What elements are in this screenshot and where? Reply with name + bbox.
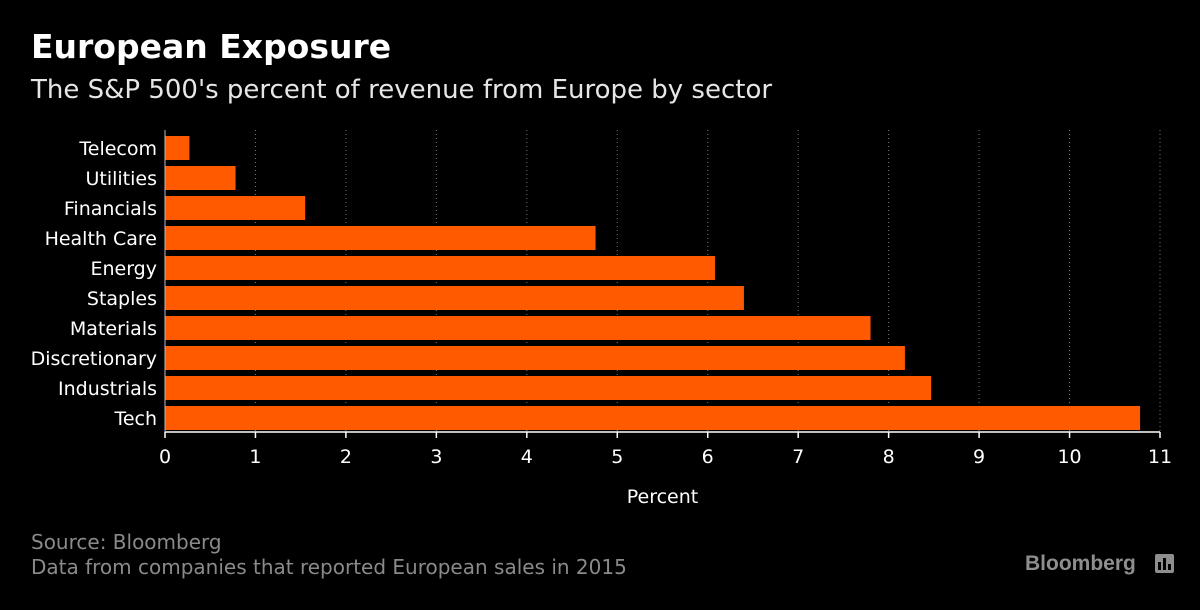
bar-industrials xyxy=(165,376,932,400)
bloomberg-chart-icon xyxy=(1155,554,1174,573)
category-label: Staples xyxy=(87,288,157,310)
category-label: Tech xyxy=(113,408,157,430)
data-note: Data from companies that reported Europe… xyxy=(31,555,627,579)
chart-title: European Exposure xyxy=(31,27,392,66)
source-note: Source: Bloomberg xyxy=(31,530,222,554)
bar-discretionary xyxy=(165,346,905,370)
x-tick-label: 11 xyxy=(1148,446,1172,468)
x-tick-label: 2 xyxy=(340,446,352,468)
bar-utilities xyxy=(165,166,236,190)
bar-tech xyxy=(165,406,1141,430)
bar-energy xyxy=(165,256,715,280)
category-label: Telecom xyxy=(78,138,157,160)
bar-materials xyxy=(165,316,871,340)
category-label: Energy xyxy=(90,258,157,280)
x-tick-label: 6 xyxy=(702,446,714,468)
category-label: Utilities xyxy=(85,168,157,190)
category-label: Financials xyxy=(64,198,157,220)
x-tick-label: 9 xyxy=(973,446,985,468)
bar-chart: Telecom Utilities Financials Health Care Ene… xyxy=(31,130,1172,508)
category-label: Discretionary xyxy=(31,348,157,370)
bar-financials xyxy=(165,196,306,220)
x-tick-label: 7 xyxy=(792,446,804,468)
bar-health-care xyxy=(165,226,596,250)
x-tick-label: 5 xyxy=(611,446,623,468)
chart-subtitle: The S&P 500's percent of revenue from Eu… xyxy=(31,75,773,105)
bar-telecom xyxy=(165,136,190,160)
x-axis-title: Percent xyxy=(627,486,699,508)
bloomberg-logo: Bloomberg xyxy=(1025,552,1136,575)
category-label: Materials xyxy=(70,318,157,340)
bar-staples xyxy=(165,286,744,310)
x-tick-label: 1 xyxy=(249,446,261,468)
x-tick-label: 3 xyxy=(430,446,442,468)
x-tick-label: 10 xyxy=(1057,446,1081,468)
category-label: Health Care xyxy=(45,228,157,250)
x-tick-label: 8 xyxy=(883,446,895,468)
x-tick-label: 0 xyxy=(159,446,171,468)
x-tick-label: 4 xyxy=(521,446,533,468)
category-label: Industrials xyxy=(58,378,157,400)
